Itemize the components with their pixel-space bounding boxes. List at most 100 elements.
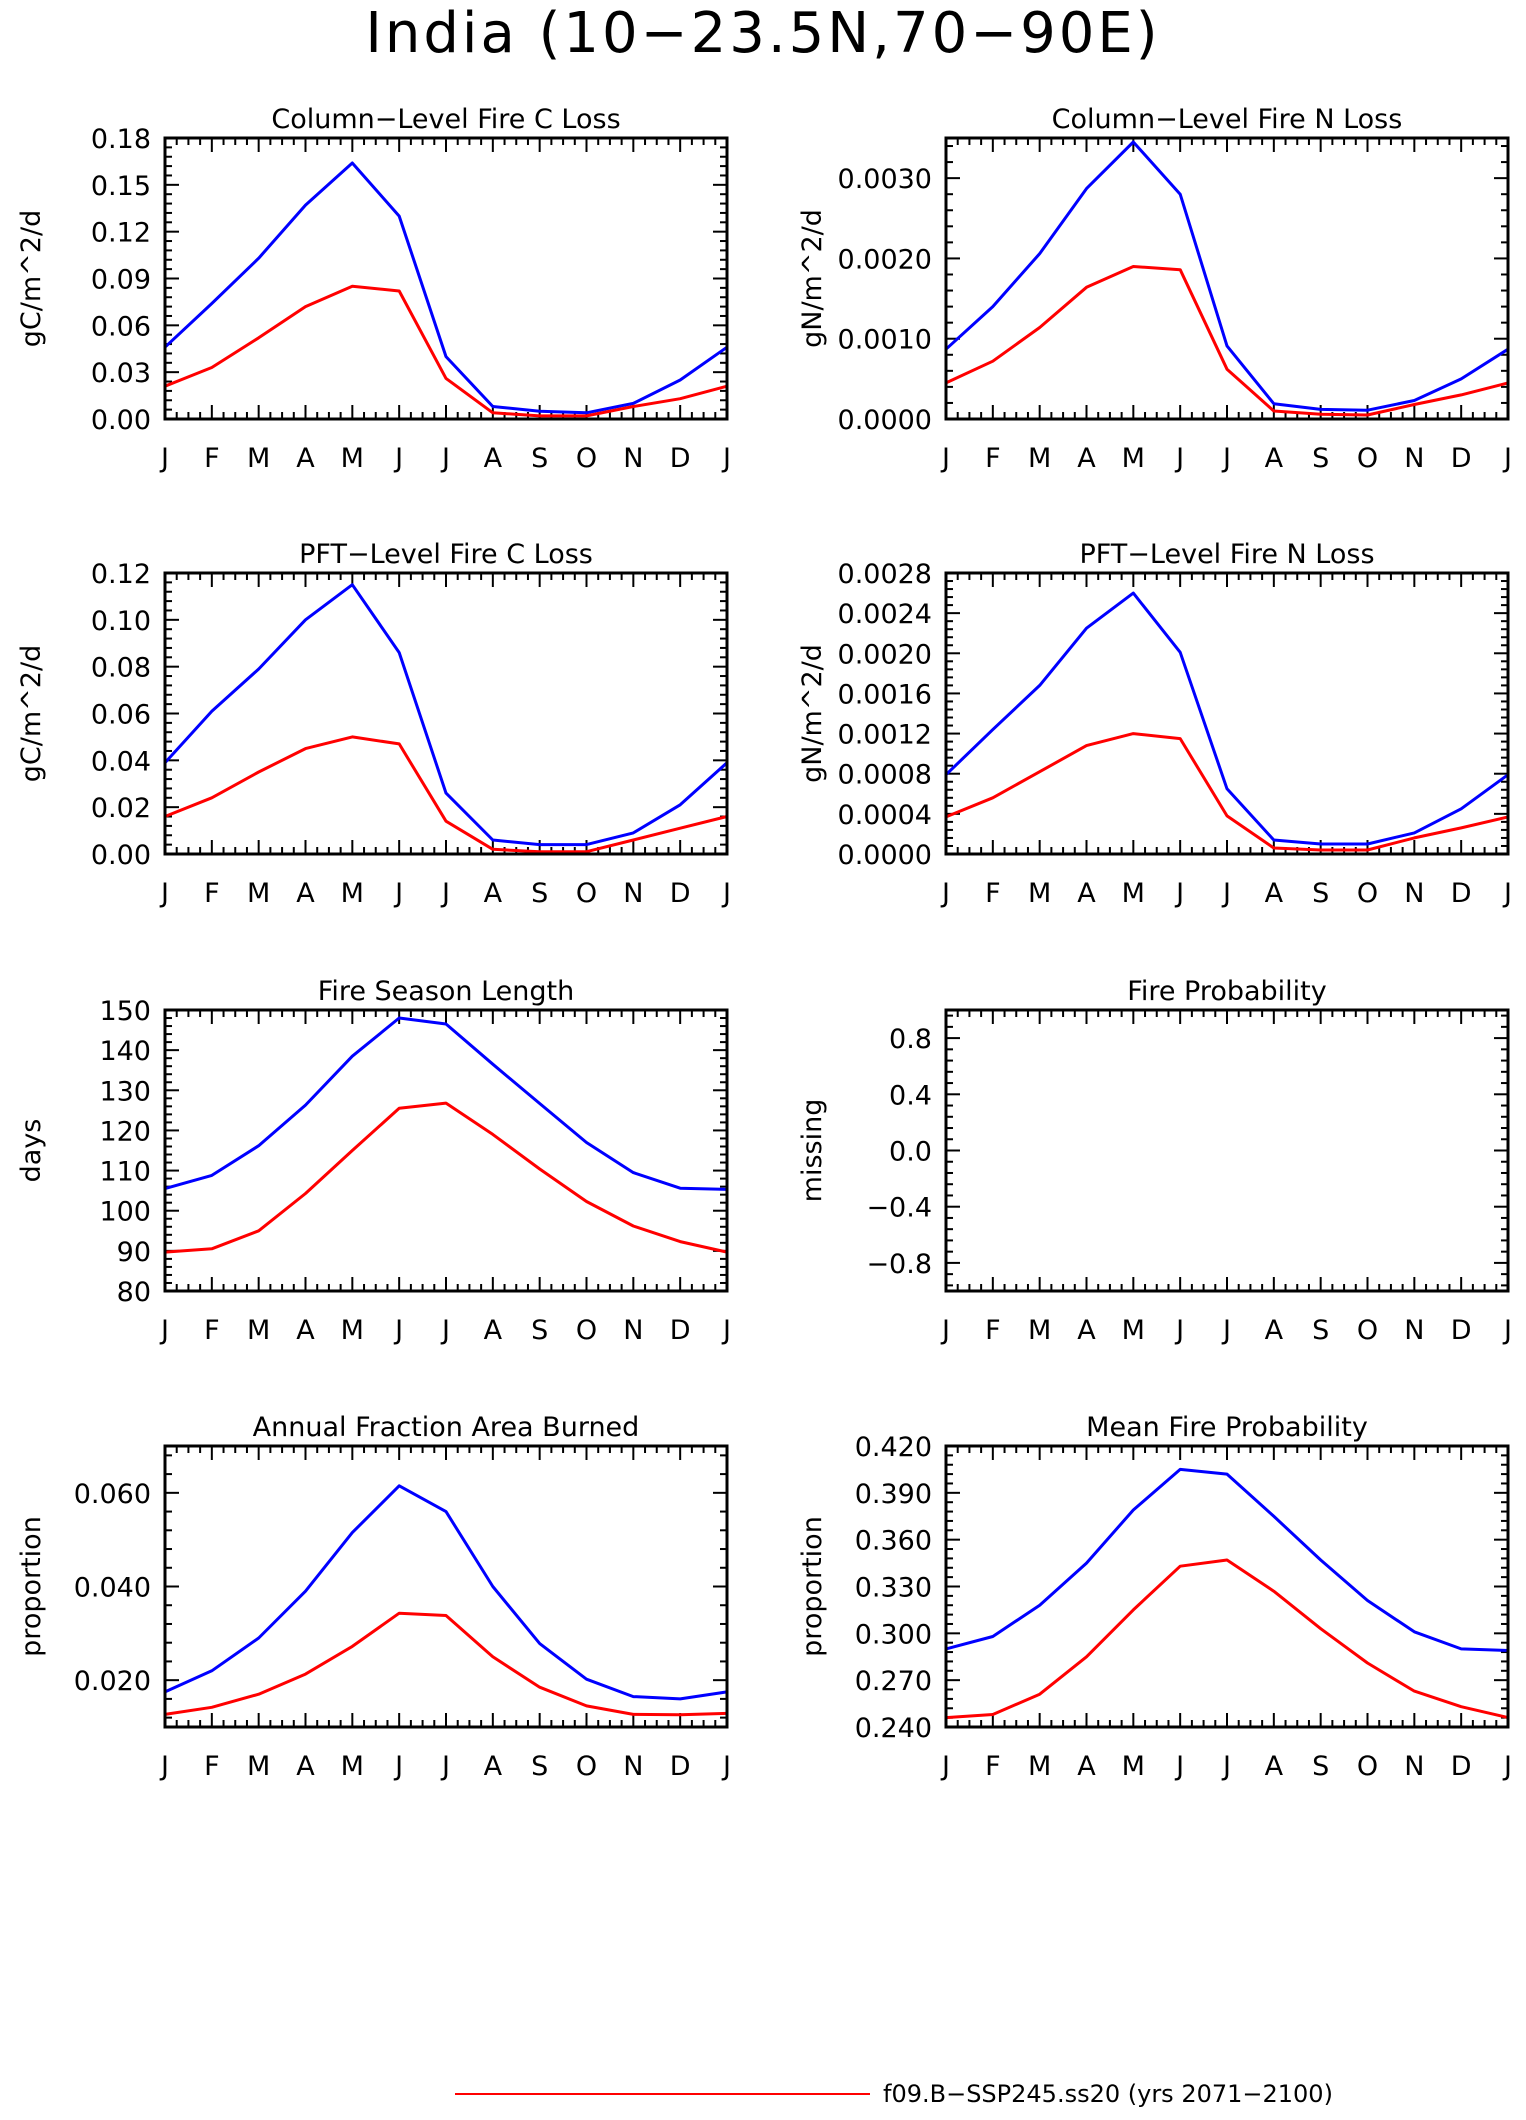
x-tick-label: F bbox=[985, 1751, 1001, 1782]
x-tick-label: J bbox=[440, 1315, 450, 1346]
plot-frame bbox=[163, 1008, 729, 1293]
y-tick-label: 0.0028 bbox=[838, 559, 932, 590]
x-tick-label: O bbox=[576, 878, 597, 909]
x-tick-label: A bbox=[1077, 443, 1096, 474]
x-tick-label: S bbox=[531, 443, 548, 474]
y-tick-label: 0.02 bbox=[91, 793, 151, 824]
x-tick-label: J bbox=[159, 1315, 169, 1346]
x-tick-label: M bbox=[247, 878, 270, 909]
y-axis-label: gC/m^2/d bbox=[16, 645, 47, 782]
y-tick-label: 0.15 bbox=[91, 171, 151, 202]
x-tick-label: F bbox=[985, 1315, 1001, 1346]
figure-title: India (10−23.5N,70−90E) bbox=[365, 1, 1160, 66]
x-tick-label: J bbox=[940, 443, 950, 474]
x-tick-label: J bbox=[393, 1751, 403, 1782]
x-tick-label: J bbox=[1174, 443, 1184, 474]
series-line-0 bbox=[164, 1484, 728, 1701]
x-tick-label: J bbox=[440, 1751, 450, 1782]
y-tick-label: 0.0008 bbox=[838, 760, 932, 791]
y-tick-label: 0.300 bbox=[855, 1619, 932, 1650]
x-tick-label: M bbox=[1028, 878, 1051, 909]
y-tick-label: 0.00 bbox=[91, 840, 151, 871]
x-tick-label: D bbox=[670, 1751, 691, 1782]
x-tick-label: N bbox=[1404, 1315, 1424, 1346]
plot-frame bbox=[163, 571, 729, 856]
x-tick-label: M bbox=[1122, 878, 1145, 909]
y-tick-label: 0.0024 bbox=[838, 599, 932, 630]
x-tick-label: O bbox=[1357, 443, 1378, 474]
y-axis-label: days bbox=[16, 1119, 47, 1183]
x-tick-label: J bbox=[1174, 878, 1184, 909]
x-tick-label: M bbox=[1028, 1751, 1051, 1782]
x-tick-label: M bbox=[1122, 1315, 1145, 1346]
x-tick-label: J bbox=[1502, 1315, 1512, 1346]
x-tick-label: F bbox=[204, 878, 220, 909]
y-tick-label: 0.270 bbox=[855, 1666, 932, 1697]
x-tick-label: M bbox=[341, 878, 364, 909]
y-tick-label: 0.0000 bbox=[838, 840, 932, 871]
x-tick-label: J bbox=[159, 878, 169, 909]
y-tick-label: 0.0012 bbox=[838, 720, 932, 751]
x-tick-label: F bbox=[204, 443, 220, 474]
x-tick-label: A bbox=[296, 878, 315, 909]
x-tick-label: A bbox=[296, 443, 315, 474]
y-tick-label: 0.330 bbox=[855, 1573, 932, 1604]
x-tick-label: A bbox=[1077, 878, 1096, 909]
x-tick-label: J bbox=[1221, 878, 1231, 909]
x-tick-label: J bbox=[393, 878, 403, 909]
x-tick-label: D bbox=[1451, 878, 1472, 909]
chart-title: Fire Season Length bbox=[318, 976, 574, 1007]
x-tick-label: A bbox=[484, 1315, 503, 1346]
x-tick-label: J bbox=[393, 443, 403, 474]
x-tick-label: S bbox=[531, 1751, 548, 1782]
x-tick-label: J bbox=[721, 443, 731, 474]
y-axis-label: proportion bbox=[16, 1516, 47, 1657]
x-tick-label: D bbox=[670, 1315, 691, 1346]
x-tick-label: O bbox=[576, 1751, 597, 1782]
x-tick-label: N bbox=[623, 878, 643, 909]
y-tick-label: 110 bbox=[99, 1157, 151, 1188]
y-tick-label: 0.0010 bbox=[838, 325, 932, 356]
y-tick-label: 0.020 bbox=[74, 1666, 151, 1697]
x-tick-label: M bbox=[1028, 443, 1051, 474]
chart-title: Mean Fire Probability bbox=[1086, 1412, 1368, 1443]
series-line-0 bbox=[945, 1467, 1509, 1652]
x-tick-label: N bbox=[1404, 443, 1424, 474]
x-tick-label: S bbox=[1312, 443, 1329, 474]
x-tick-label: A bbox=[484, 443, 503, 474]
x-tick-label: S bbox=[531, 1315, 548, 1346]
x-tick-label: M bbox=[341, 443, 364, 474]
y-tick-label: 0.12 bbox=[91, 559, 151, 590]
y-tick-label: 130 bbox=[99, 1076, 151, 1107]
series-line-0 bbox=[163, 161, 728, 415]
y-tick-label: 90 bbox=[117, 1237, 151, 1268]
y-tick-label: 0.390 bbox=[855, 1479, 932, 1510]
x-tick-label: M bbox=[341, 1751, 364, 1782]
y-tick-label: 0.12 bbox=[91, 218, 151, 249]
x-tick-label: M bbox=[247, 443, 270, 474]
x-tick-label: F bbox=[204, 1315, 220, 1346]
x-tick-label: M bbox=[247, 1751, 270, 1782]
series-line-0 bbox=[944, 591, 1509, 846]
x-tick-label: N bbox=[1404, 878, 1424, 909]
x-tick-label: D bbox=[1451, 1315, 1472, 1346]
y-axis-label: proportion bbox=[797, 1516, 828, 1657]
plot-frame bbox=[163, 136, 729, 421]
x-tick-label: N bbox=[623, 443, 643, 474]
y-tick-label: 80 bbox=[117, 1277, 151, 1308]
x-tick-label: M bbox=[1122, 1751, 1145, 1782]
x-tick-label: F bbox=[985, 443, 1001, 474]
x-tick-label: J bbox=[1502, 878, 1512, 909]
series-line-1 bbox=[164, 735, 728, 854]
series-line-0 bbox=[944, 140, 1509, 412]
x-tick-label: O bbox=[1357, 878, 1378, 909]
y-tick-label: 120 bbox=[99, 1116, 151, 1147]
y-tick-label: 0.10 bbox=[91, 606, 151, 637]
y-axis-label: gN/m^2/d bbox=[797, 209, 828, 348]
x-tick-label: J bbox=[1221, 443, 1231, 474]
x-tick-label: J bbox=[440, 878, 450, 909]
x-tick-label: O bbox=[1357, 1315, 1378, 1346]
